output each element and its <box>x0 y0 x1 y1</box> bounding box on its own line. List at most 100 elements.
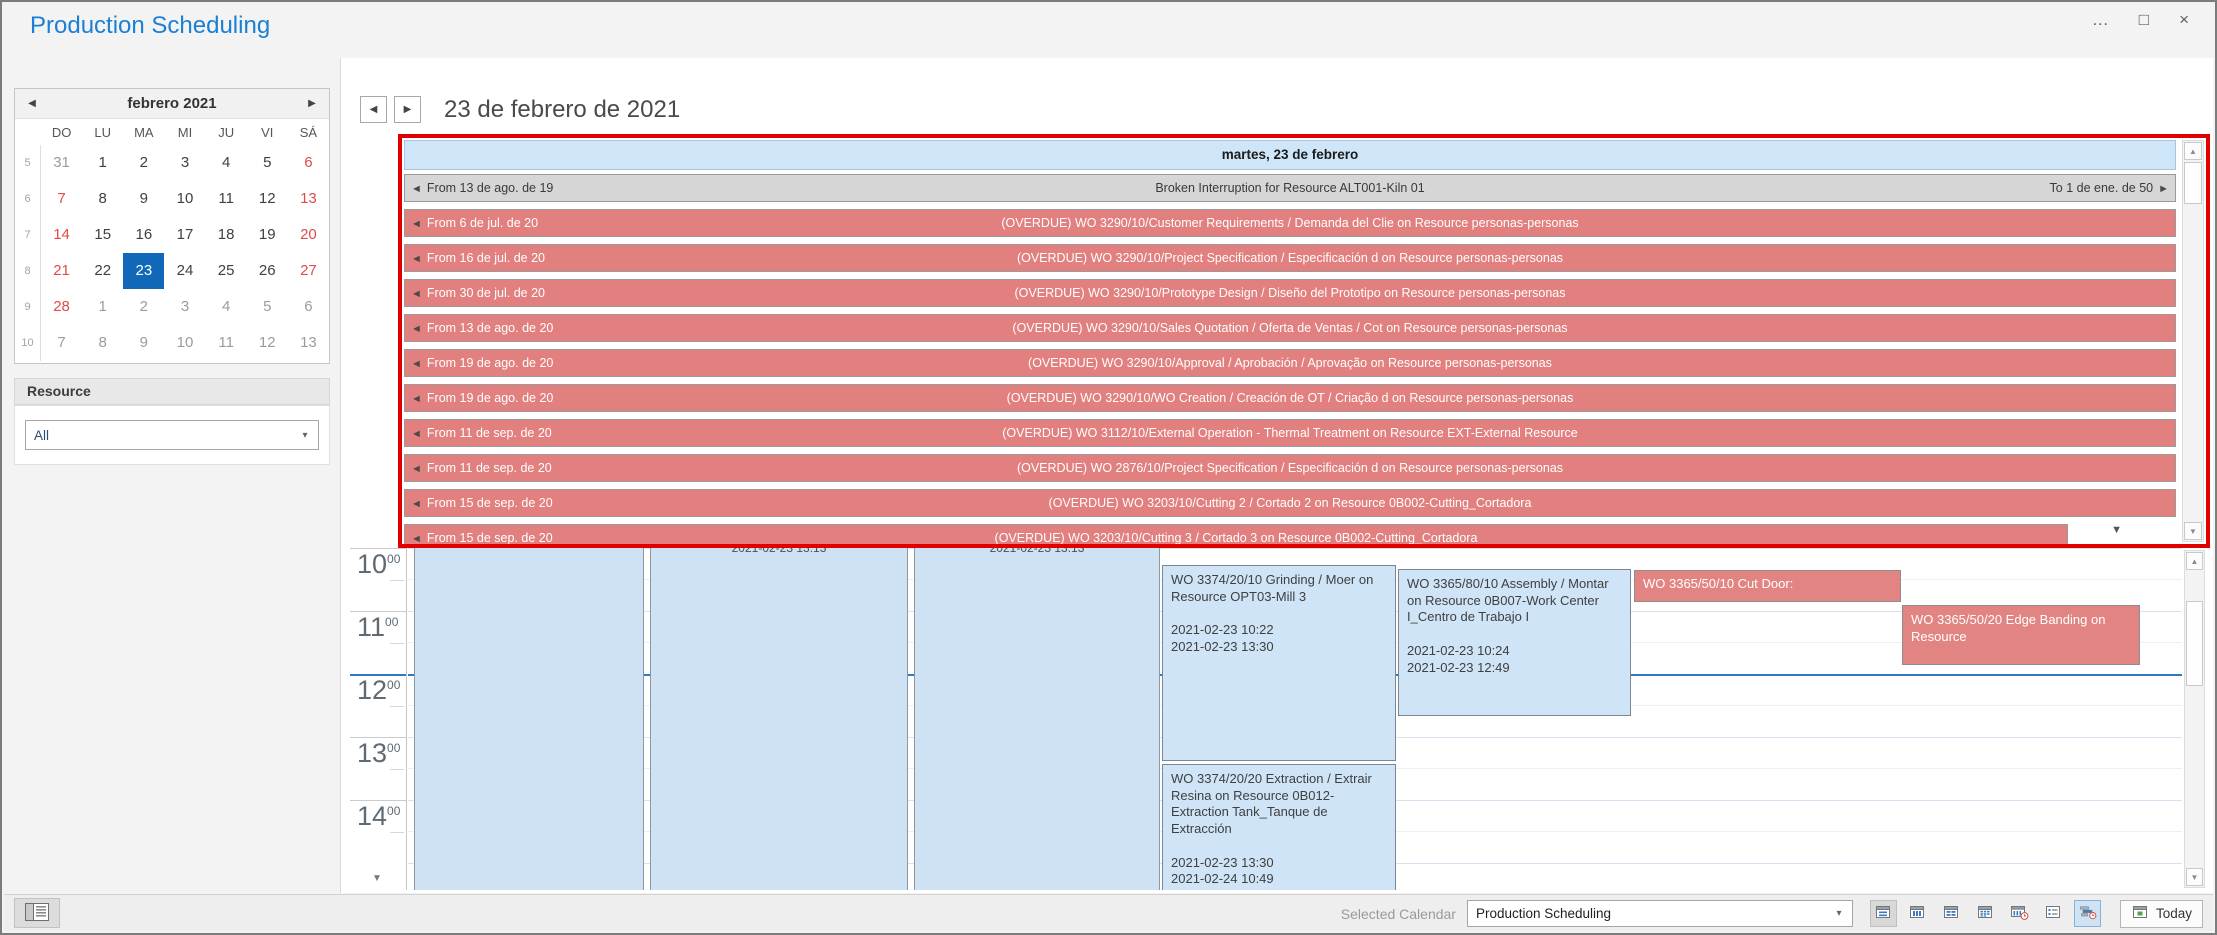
appointment-edge-banding[interactable]: WO 3365/50/20 Edge Banding on Resource <box>1902 605 2140 665</box>
calendar-day[interactable]: 27 <box>300 262 317 279</box>
calendar-dropdown[interactable]: Production Scheduling ▾ <box>1466 900 1853 927</box>
scrollbar-thumb[interactable] <box>2186 601 2203 686</box>
calendar-day[interactable]: 4 <box>221 154 231 171</box>
chevron-down-icon: ▾ <box>1836 908 1842 919</box>
busy-column-appointment[interactable]: 2021-02-23 13:13 <box>914 548 1160 890</box>
calendar-day[interactable]: 21 <box>53 262 70 279</box>
calendar-day[interactable]: 26 <box>258 262 276 279</box>
ruler-more-indicator[interactable]: ▼ <box>372 873 382 884</box>
appointment-cut-door[interactable]: WO 3365/50/10 Cut Door: <box>1634 570 1901 602</box>
calendar-day[interactable]: 18 <box>217 226 235 243</box>
mini-calendar-header: ◀ febrero 2021 ▶ <box>15 89 329 119</box>
calendar-day[interactable]: 17 <box>176 226 194 243</box>
close-button[interactable]: × <box>2179 10 2189 29</box>
allday-event-title: (OVERDUE) WO 3290/10/Sales Quotation / O… <box>1012 321 1568 335</box>
calendar-day[interactable]: 19 <box>258 226 276 243</box>
calendar-day[interactable]: 13 <box>300 190 317 207</box>
calendar-day[interactable]: 9 <box>139 334 149 351</box>
allday-event[interactable]: (OVERDUE) WO 2876/10/Project Specificati… <box>404 454 2176 482</box>
appointment-assembly[interactable]: WO 3365/80/10 Assembly / Montar on Resou… <box>1398 569 1631 716</box>
calendar-day[interactable]: 4 <box>221 298 231 315</box>
calendar-day[interactable]: 10 <box>176 190 194 207</box>
calendar-day[interactable]: 11 <box>218 190 234 207</box>
panel-toggle-button[interactable] <box>14 898 60 928</box>
resource-section-body: All ▾ <box>14 405 330 465</box>
scroll-up-button[interactable]: ▲ <box>2184 142 2202 160</box>
allday-event[interactable]: (OVERDUE) WO 3203/10/Cutting 3 / Cortado… <box>404 524 2068 544</box>
maximize-button[interactable]: □ <box>2138 10 2150 29</box>
allday-event[interactable]: Broken Interruption for Resource ALT001-… <box>404 174 2176 202</box>
calendar-day[interactable]: 8 <box>98 334 107 351</box>
calendar-day[interactable]: 10 <box>176 334 194 351</box>
calendar-day[interactable]: 1 <box>98 154 107 171</box>
resource-dropdown[interactable]: All ▾ <box>25 420 319 450</box>
more-options-button[interactable]: … <box>2091 10 2109 29</box>
scroll-down-button[interactable]: ▼ <box>2186 868 2203 886</box>
calendar-day[interactable]: 16 <box>135 226 153 243</box>
allday-event[interactable]: (OVERDUE) WO 3290/10/Sales Quotation / O… <box>404 314 2176 342</box>
timeline-view-button[interactable] <box>2006 900 2033 927</box>
week-number: 10 <box>15 325 41 361</box>
calendar-day[interactable]: 2 <box>139 154 149 171</box>
calendar-day[interactable]: 1 <box>98 298 107 315</box>
allday-scrollbar[interactable]: ▲ ▼ <box>2182 140 2204 542</box>
grid-scrollbar[interactable]: ▲ ▼ <box>2184 550 2205 888</box>
calendar-day[interactable]: 14 <box>53 226 70 243</box>
calendar-day[interactable]: 23 <box>123 253 165 289</box>
prev-month-button[interactable]: ◀ <box>28 98 36 109</box>
allday-event[interactable]: (OVERDUE) WO 3290/10/Project Specificati… <box>404 244 2176 272</box>
busy-column-appointment[interactable]: 2021-02-23 13:13 <box>650 548 908 890</box>
calendar-day[interactable]: 5 <box>263 154 272 171</box>
calendar-day[interactable]: 7 <box>57 190 66 207</box>
sidebar-splitter[interactable] <box>340 58 341 893</box>
more-events-indicator[interactable]: ▼ <box>2111 524 2122 536</box>
appointment-extraction[interactable]: WO 3374/20/20 Extraction / Extrair Resin… <box>1162 764 1396 890</box>
mini-calendar: ◀ febrero 2021 ▶ DO LU MA MI JU VI SÁ 5 31 1 2 3 4 5… <box>14 88 330 364</box>
scroll-down-button[interactable]: ▼ <box>2184 522 2202 540</box>
allday-event[interactable]: (OVERDUE) WO 3290/10/Customer Requiremen… <box>404 209 2176 237</box>
calendar-day[interactable]: 9 <box>139 190 149 207</box>
allday-event[interactable]: (OVERDUE) WO 3203/10/Cutting 2 / Cortado… <box>404 489 2176 517</box>
scrollbar-thumb[interactable] <box>2184 162 2202 204</box>
calendar-day[interactable]: 13 <box>300 334 317 351</box>
busy-column-appointment[interactable] <box>414 548 644 890</box>
week-view-button[interactable] <box>1938 900 1965 927</box>
calendar-day[interactable]: 6 <box>304 154 313 171</box>
schedule-grid[interactable]: 2021-02-23 13:13 2021-02-23 13:13 WO 337… <box>408 548 2182 890</box>
day-view-button[interactable] <box>1869 900 1897 927</box>
calendar-day[interactable]: 2 <box>139 298 149 315</box>
agenda-view-button[interactable] <box>2040 900 2067 927</box>
next-month-button[interactable]: ▶ <box>308 98 316 109</box>
calendar-day[interactable]: 31 <box>53 154 70 171</box>
next-day-button[interactable]: ▶ <box>394 96 421 123</box>
work-week-view-button[interactable] <box>1904 900 1931 927</box>
calendar-day[interactable]: 12 <box>258 334 276 351</box>
calendar-day[interactable]: 25 <box>217 262 235 279</box>
calendar-day[interactable]: 24 <box>176 262 194 279</box>
allday-event[interactable]: (OVERDUE) WO 3112/10/External Operation … <box>404 419 2176 447</box>
chevron-down-icon: ▾ <box>302 429 308 441</box>
calendar-day[interactable]: 3 <box>180 154 190 171</box>
allday-event[interactable]: (OVERDUE) WO 3290/10/Approval / Aprobaci… <box>404 349 2176 377</box>
calendar-day[interactable]: 20 <box>300 226 317 243</box>
calendar-day[interactable]: 28 <box>53 298 70 315</box>
gantt-view-button[interactable] <box>2073 900 2101 927</box>
allday-event-start: ◄ From 15 de sep. de 20 <box>411 496 553 510</box>
appointment-grinding[interactable]: WO 3374/20/10 Grinding / Moer on Resourc… <box>1162 565 1396 761</box>
calendar-day[interactable]: 6 <box>304 298 313 315</box>
allday-event[interactable]: (OVERDUE) WO 3290/10/Prototype Design / … <box>404 279 2176 307</box>
allday-event[interactable]: (OVERDUE) WO 3290/10/WO Creation / Creac… <box>404 384 2176 412</box>
today-button[interactable]: Today <box>2119 899 2203 928</box>
prev-day-button[interactable]: ◀ <box>360 96 387 123</box>
calendar-day[interactable]: 8 <box>98 190 107 207</box>
allday-event-start: ◄ From 30 de jul. de 20 <box>411 286 546 300</box>
calendar-day[interactable]: 3 <box>180 298 190 315</box>
calendar-day[interactable]: 12 <box>258 190 276 207</box>
calendar-day[interactable]: 7 <box>57 334 66 351</box>
calendar-day[interactable]: 15 <box>94 226 112 243</box>
scroll-up-button[interactable]: ▲ <box>2186 552 2203 570</box>
calendar-day[interactable]: 11 <box>218 334 234 351</box>
calendar-day[interactable]: 22 <box>94 262 112 279</box>
calendar-day[interactable]: 5 <box>263 298 272 315</box>
month-view-button[interactable] <box>1972 900 1999 927</box>
